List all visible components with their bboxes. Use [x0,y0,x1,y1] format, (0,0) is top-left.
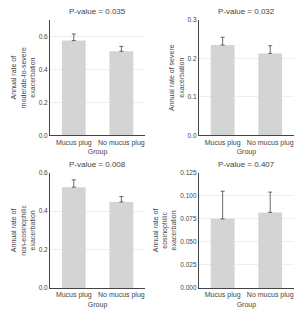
svg-text:Mucus plug: Mucus plug [205,139,241,147]
svg-text:0.2: 0.2 [187,55,196,62]
svg-text:0.2: 0.2 [39,246,48,253]
svg-text:Mucus plug: Mucus plug [56,139,92,147]
svg-text:0.1: 0.1 [187,93,196,100]
svg-text:Group: Group [88,148,108,156]
svg-text:Mucus plug: Mucus plug [56,291,92,299]
svg-text:0.125: 0.125 [180,169,197,176]
svg-text:0.2: 0.2 [39,99,48,106]
svg-text:No mucus plug: No mucus plug [98,291,145,299]
svg-text:0.025: 0.025 [180,261,197,268]
svg-text:Annual rate ofmoderate-to-seve: Annual rate ofmoderate-to-severeexacerba… [11,47,36,108]
svg-text:0.000: 0.000 [180,284,197,291]
svg-text:0.0: 0.0 [39,132,48,139]
svg-text:Mucus plug: Mucus plug [205,291,241,299]
svg-text:Group: Group [88,301,108,309]
svg-text:0.6: 0.6 [39,169,48,176]
svg-text:0.050: 0.050 [180,238,197,245]
svg-text:No mucus plug: No mucus plug [98,139,145,147]
svg-text:0.0: 0.0 [39,284,48,291]
svg-text:0.100: 0.100 [180,192,197,199]
svg-text:0.6: 0.6 [39,33,48,40]
svg-text:0.0: 0.0 [187,132,196,139]
svg-text:No mucus plug: No mucus plug [247,291,294,299]
svg-text:P-value = 0.407: P-value = 0.407 [218,160,275,169]
svg-text:P-value = 0.035: P-value = 0.035 [69,7,126,16]
svg-text:0.4: 0.4 [39,66,48,73]
svg-text:No mucus plug: No mucus plug [247,139,294,147]
svg-text:Annual rate ofnon-eosinophilic: Annual rate ofnon-eosinophilicexacerbati… [11,205,36,256]
svg-text:Group: Group [237,301,257,309]
svg-text:Annual rate of severeexacerbat: Annual rate of severeexacerbation [168,44,184,111]
svg-text:0.3: 0.3 [187,16,196,23]
svg-text:Annual rate ofeosinophilicexac: Annual rate ofeosinophilicexacerbation [152,209,177,253]
svg-text:0.075: 0.075 [180,215,197,222]
svg-text:P-value = 0.008: P-value = 0.008 [69,160,126,169]
svg-text:P-value = 0.032: P-value = 0.032 [218,7,275,16]
svg-text:Group: Group [237,148,257,156]
svg-text:0.4: 0.4 [39,207,48,214]
